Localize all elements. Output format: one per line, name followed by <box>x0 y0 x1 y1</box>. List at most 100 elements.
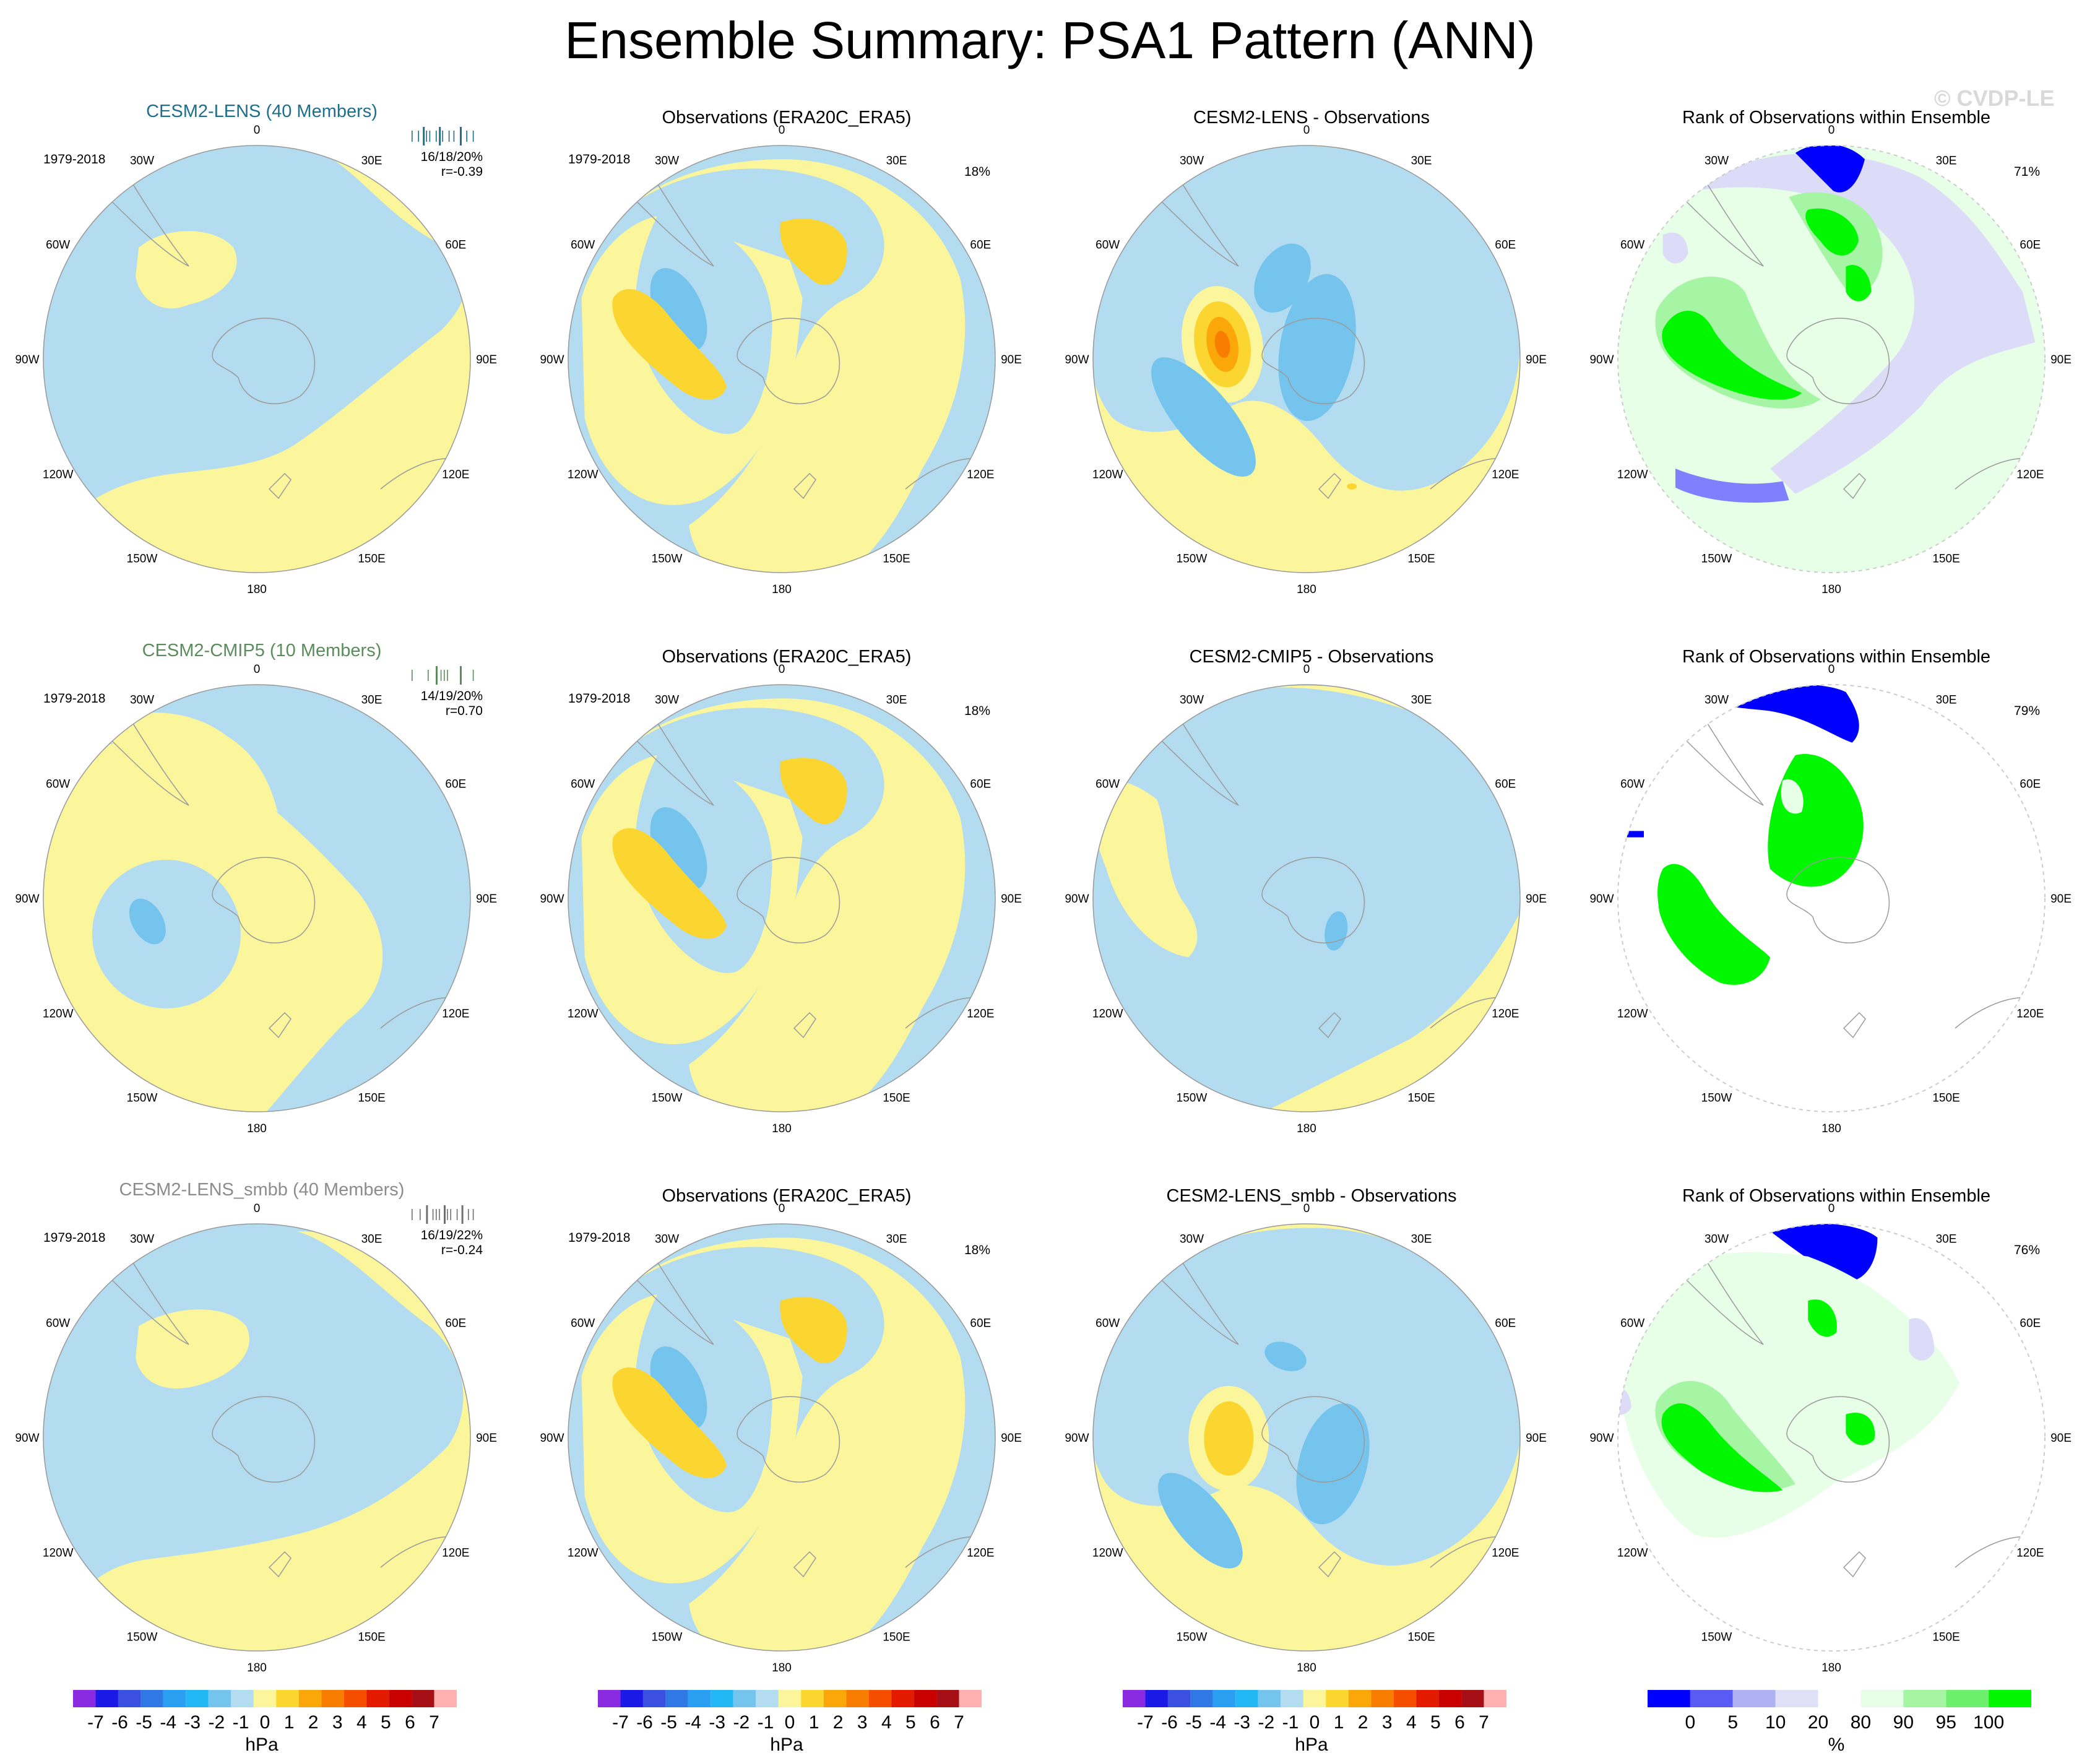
histogram-tick <box>460 127 462 145</box>
colorbar-swatch <box>1903 1690 1947 1707</box>
colorbar-label: 2 <box>833 1712 844 1733</box>
colorbar-label: 5 <box>1727 1712 1738 1733</box>
contour-region <box>1662 232 1688 264</box>
colorbar-label: 80 <box>1851 1712 1871 1733</box>
histogram-tick <box>420 1209 421 1220</box>
longitude-label: 60E <box>2020 239 2041 252</box>
longitude-label: 120E <box>967 469 994 482</box>
south-america-coastline <box>1670 1232 1764 1345</box>
polar-map: 0 30E 60E 90E 120E 150E 180 150W 120W 90W 60W 30W <box>1589 1202 2071 1674</box>
panel-title: CESM2-CMIP5 (10 Members) <box>142 641 382 661</box>
histogram-tick <box>453 131 455 142</box>
longitude-label: 150E <box>1407 1631 1435 1644</box>
longitude-label: 90W <box>540 1432 564 1445</box>
colorbar-swatch <box>1145 1690 1168 1707</box>
colorbar-swatch <box>389 1690 412 1707</box>
longitude-label: 150W <box>1177 1631 1208 1644</box>
longitude-label: 120W <box>1092 1008 1123 1021</box>
polar-map: 0 30E 60E 90E 120E 150E 180 150W 120W 90W 60W 30W <box>540 663 1021 1135</box>
map-boundary <box>1617 684 2046 1112</box>
longitude-label: 60E <box>445 778 466 791</box>
longitude-label: 180 <box>1297 583 1316 596</box>
colorbar-label: -1 <box>758 1712 774 1733</box>
pattern-stats: 16/19/22% r=-0.24 <box>371 1228 483 1258</box>
colorbar-label: 4 <box>881 1712 892 1733</box>
longitude-label: 0 <box>1828 1202 1835 1215</box>
colorbar-label: -2 <box>209 1712 225 1733</box>
colorbar-swatch <box>1860 1690 1904 1707</box>
antarctica-coastline <box>1261 857 1365 943</box>
map-field <box>1093 1224 1520 1651</box>
longitude-label: 150W <box>652 1091 683 1104</box>
longitude-label: 30W <box>1705 1233 1729 1246</box>
map-field <box>43 685 470 1112</box>
longitude-label: 90W <box>1589 1432 1614 1445</box>
longitude-label: 60W <box>1095 239 1120 252</box>
longitude-label: 30E <box>361 155 382 168</box>
colorbar-swatch <box>1167 1690 1191 1707</box>
colorbar-unit: % <box>1828 1735 1845 1755</box>
longitude-label: 60W <box>571 778 595 791</box>
histogram-tick <box>423 127 425 145</box>
longitude-label: 90W <box>15 1432 39 1445</box>
longitude-label: 180 <box>772 1122 792 1135</box>
contour-region <box>612 1367 727 1478</box>
longitude-label: 60E <box>445 1317 466 1330</box>
histogram-strip <box>412 127 474 145</box>
new-zealand-coastline <box>1843 1551 1866 1578</box>
colorbar-label: 0 <box>785 1712 795 1733</box>
colorbar-label: 95 <box>1936 1712 1956 1733</box>
contour-region <box>1781 779 1804 814</box>
colorbar-swatch <box>936 1690 959 1707</box>
panel-title: CESM2-LENS - Observations <box>1193 108 1430 128</box>
south-america-coastline <box>95 1232 189 1345</box>
polar-map: 0 30E 60E 90E 120E 150E 180 150W 120W 90W 60W 30W <box>15 1202 496 1674</box>
colorbar-swatch <box>1190 1690 1213 1707</box>
colorbar-label: -7 <box>87 1712 104 1733</box>
pattern-stats: 14/19/20% r=0.70 <box>371 689 483 719</box>
contour-region <box>581 216 803 505</box>
contour-region <box>780 758 847 825</box>
contour-region <box>1151 357 1256 477</box>
longitude-label: 30E <box>886 694 907 707</box>
colorbar-swatch <box>434 1690 457 1707</box>
longitude-label: 30W <box>1180 1233 1204 1246</box>
stats-pct: 16/19/22% <box>420 1228 483 1242</box>
colorbar-label: 2 <box>308 1712 319 1733</box>
contour-region <box>1169 685 1520 1112</box>
polar-map: 0 30E 60E 90E 120E 150E 180 150W 120W 90W 60W 30W <box>1065 663 1546 1135</box>
contour-region <box>581 1294 803 1583</box>
histogram-tick <box>444 1205 446 1224</box>
longitude-label: 150W <box>1701 1091 1732 1104</box>
longitude-label: 30E <box>886 1233 907 1246</box>
contour-region <box>581 755 803 1044</box>
colorbar-swatch <box>1371 1690 1394 1707</box>
map-boundary <box>568 145 996 573</box>
longitude-label: 180 <box>247 1661 267 1674</box>
histogram-tick <box>460 666 462 685</box>
longitude-label: 180 <box>247 583 267 596</box>
map-boundary <box>568 684 996 1112</box>
histogram-tick <box>472 131 474 142</box>
colorbar-swatch <box>1416 1690 1439 1707</box>
longitude-label: 60W <box>1095 778 1120 791</box>
contour-region <box>1657 864 1770 985</box>
south-america-coastline <box>95 154 189 267</box>
colorbar-label: 0 <box>260 1712 270 1733</box>
longitude-label: 90E <box>1001 353 1022 366</box>
map-field <box>43 1224 470 1651</box>
colorbar-label: -5 <box>136 1712 152 1733</box>
histogram-tick <box>412 1209 413 1220</box>
stats-pct: 14/19/20% <box>420 689 483 703</box>
longitude-label: 120E <box>1492 1547 1519 1560</box>
longitude-label: 150E <box>883 552 910 565</box>
south-america-coastline <box>620 154 714 267</box>
longitude-label: 150E <box>883 1631 910 1644</box>
panel-diff-row2: CESM2-CMIP5 - Observations 0 30E 60E 90E 120… <box>1050 632 1573 1171</box>
rank-pct: 71% <box>2014 165 2041 179</box>
colorbar-label: 5 <box>905 1712 916 1733</box>
colorbar-rank: 0 5 10 20 80 90 95 100 % <box>1575 1690 2098 1758</box>
histogram-tick <box>448 131 450 142</box>
south-america-coastline <box>620 693 714 806</box>
new-zealand-coastline <box>268 472 292 500</box>
